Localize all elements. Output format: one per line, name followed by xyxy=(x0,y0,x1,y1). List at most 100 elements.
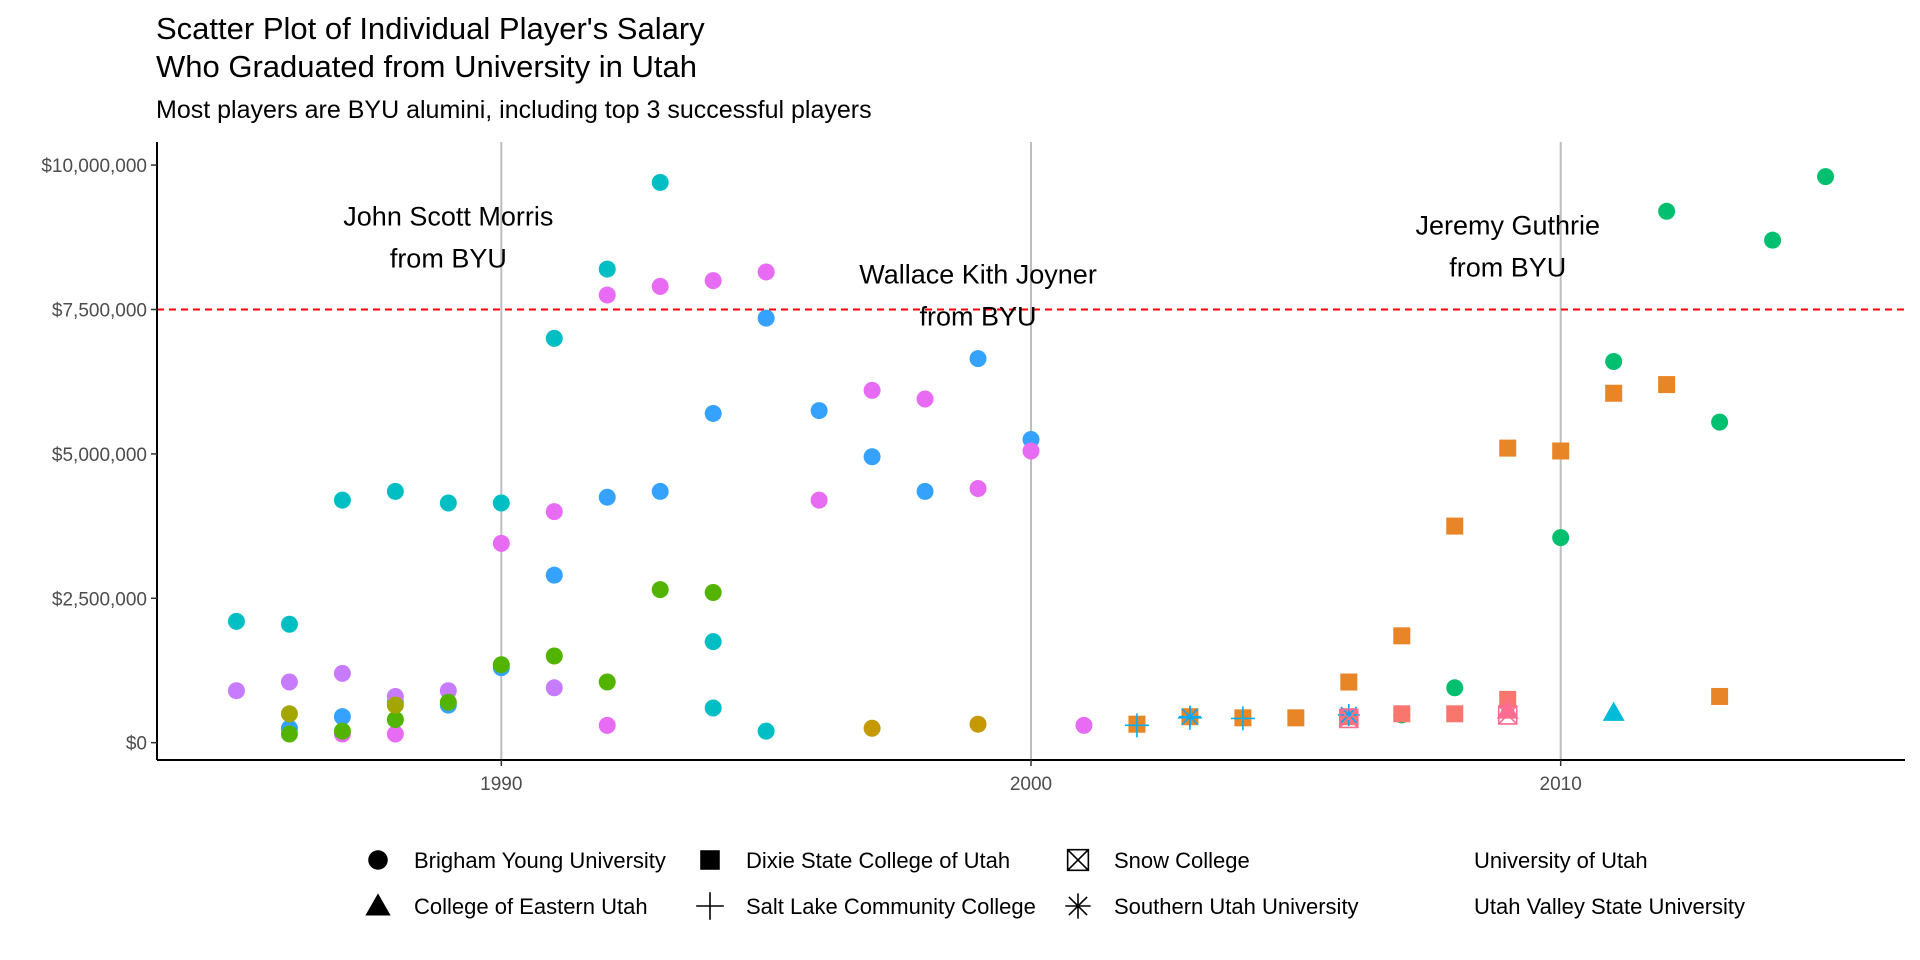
legend-item: Southern Utah University xyxy=(1065,893,1359,919)
annotation-text: Wallace Kith Joyner xyxy=(859,260,1097,290)
data-point xyxy=(1711,687,1729,705)
legend-key-square xyxy=(700,850,720,870)
data-point xyxy=(651,581,669,599)
data-point xyxy=(1817,168,1835,186)
data-point xyxy=(598,716,616,734)
data-point xyxy=(492,494,510,512)
legend-label: Southern Utah University xyxy=(1114,894,1359,919)
annotation-text: from BYU xyxy=(920,302,1037,332)
data-series xyxy=(333,263,1093,743)
data-point xyxy=(704,633,722,651)
legend-label: Utah Valley State University xyxy=(1474,894,1745,919)
data-point xyxy=(1552,442,1570,460)
annotation-text: Jeremy Guthrie xyxy=(1415,210,1600,240)
data-point xyxy=(598,260,616,278)
x-tick-label: 2000 xyxy=(1010,774,1052,795)
data-point xyxy=(1230,706,1255,731)
annotation-text: from BYU xyxy=(1449,252,1566,282)
legend-label: Brigham Young University xyxy=(414,848,666,873)
data-point xyxy=(598,488,616,506)
data-point xyxy=(1393,627,1411,645)
data-point xyxy=(1764,231,1782,249)
data-point xyxy=(1552,529,1570,547)
data-series xyxy=(1339,705,1518,729)
data-point xyxy=(598,286,616,304)
data-point xyxy=(386,482,404,500)
data-point xyxy=(704,699,722,717)
data-point xyxy=(757,309,775,327)
data-point xyxy=(704,404,722,422)
data-point xyxy=(1602,701,1625,721)
data-point xyxy=(386,725,404,743)
data-point xyxy=(1446,679,1464,697)
annotation: Wallace Kith Joyner from BYU xyxy=(859,260,1097,332)
data-point xyxy=(651,173,669,191)
data-point xyxy=(1496,699,1519,719)
data-point xyxy=(333,491,351,509)
legend-item: Dixie State College of Utah xyxy=(700,848,1010,873)
data-series xyxy=(1393,168,1835,724)
legend-item: Salt Lake Community College xyxy=(696,892,1036,920)
data-series xyxy=(863,715,987,737)
y-tick-label: $0 xyxy=(126,734,147,755)
data-point xyxy=(227,612,245,630)
data-point xyxy=(386,696,404,714)
data-series xyxy=(227,173,775,740)
data-point xyxy=(545,566,563,584)
data-point xyxy=(439,494,457,512)
data-point xyxy=(333,722,351,740)
data-point xyxy=(1178,705,1201,728)
data-point xyxy=(810,402,828,420)
x-tick-label: 2010 xyxy=(1540,774,1582,795)
data-point xyxy=(1339,708,1359,729)
data-point xyxy=(757,722,775,740)
data-point xyxy=(916,482,934,500)
data-point xyxy=(863,448,881,466)
chart-title: Scatter Plot of Individual Player's Sala… xyxy=(156,10,705,86)
data-point xyxy=(704,272,722,290)
data-point xyxy=(492,656,510,674)
data-point xyxy=(333,664,351,682)
data-point xyxy=(1337,703,1360,726)
data-point xyxy=(280,705,298,723)
legend-item: Brigham Young University xyxy=(368,848,666,873)
y-tick-label: $10,000,000 xyxy=(41,156,147,177)
data-series xyxy=(1178,703,1360,728)
data-point xyxy=(651,482,669,500)
data-point xyxy=(810,491,828,509)
data-point xyxy=(1658,202,1676,220)
y-tick-label: $5,000,000 xyxy=(52,445,147,466)
annotation-text: John Scott Morris xyxy=(343,202,553,232)
data-point xyxy=(598,673,616,691)
data-point xyxy=(545,329,563,347)
data-point xyxy=(333,708,351,726)
data-point xyxy=(1393,705,1411,723)
data-series xyxy=(280,309,1040,737)
legend-key-circle xyxy=(368,850,388,870)
data-point xyxy=(651,277,669,295)
data-series xyxy=(1496,699,1519,719)
data-point xyxy=(545,647,563,665)
annotation: John Scott Morris from BYU xyxy=(343,202,553,274)
data-point xyxy=(545,503,563,521)
y-tick-label: $7,500,000 xyxy=(52,300,147,321)
annotation-text: from BYU xyxy=(390,244,507,274)
legend-key-asterisk xyxy=(1065,893,1091,919)
legend-key-triangle xyxy=(365,893,391,916)
data-point xyxy=(439,693,457,711)
data-point xyxy=(757,263,775,281)
data-point xyxy=(1022,442,1040,460)
data-point xyxy=(227,682,245,700)
legend-key-boxcross xyxy=(1066,848,1090,872)
data-point xyxy=(969,715,987,733)
data-point xyxy=(863,381,881,399)
data-point xyxy=(280,725,298,743)
chart-title-line-1: Scatter Plot of Individual Player's Sala… xyxy=(156,11,705,46)
data-point xyxy=(1605,384,1623,402)
legend-key-plus xyxy=(696,892,724,920)
annotation: Jeremy Guthrie from BYU xyxy=(1415,210,1600,282)
data-point xyxy=(280,673,298,691)
data-point xyxy=(1446,517,1464,535)
y-tick-label: $2,500,000 xyxy=(52,589,147,610)
